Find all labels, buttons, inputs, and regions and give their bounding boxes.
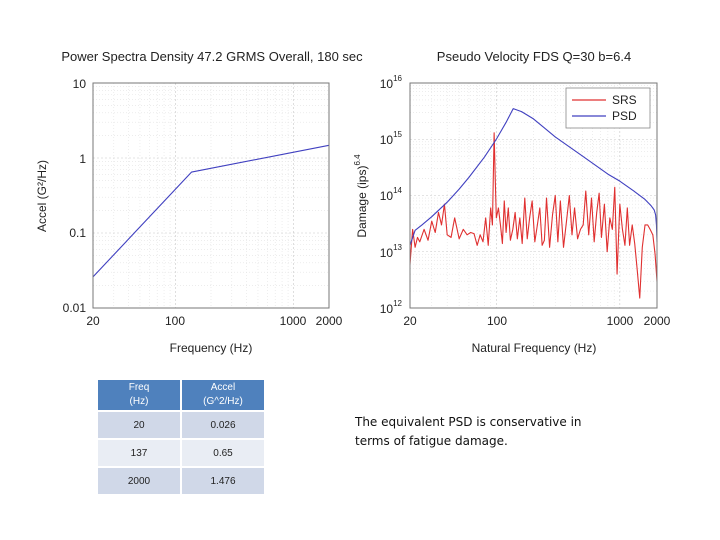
psd-x-tick-20: 20: [86, 314, 100, 328]
table-cell-accel: 0.65: [182, 440, 264, 466]
psd-y-axis-label: Accel (G²/Hz): [35, 160, 49, 232]
fds-srs-line: [409, 132, 658, 299]
psd-series-0-line: [92, 144, 330, 278]
fds-x-tick-20: 20: [403, 314, 417, 328]
fds-psd-line: [409, 108, 658, 246]
fds-y-tick-1e12: 1012: [380, 299, 403, 316]
psd-chart-lines: [92, 144, 330, 278]
table-cell-accel: 1.476: [182, 468, 264, 494]
fds-y-tick-1e16: 1016: [380, 74, 403, 91]
fds-x-tick-2000: 2000: [644, 314, 671, 328]
psd-y-tick-0.1: 0.1: [69, 226, 86, 240]
table-header-accel: Accel (G^2/Hz): [182, 380, 264, 410]
fds-chart-frame: [409, 82, 658, 309]
psd-x-axis-label: Frequency (Hz): [170, 341, 253, 355]
table-header-freq: Freq (Hz): [98, 380, 180, 410]
table-cell-freq: 137: [98, 440, 180, 466]
psd-x-ticks: 20 100 1000 2000: [86, 314, 342, 328]
table-cell-freq: 2000: [98, 468, 180, 494]
table-row: 20 0.026: [98, 412, 264, 438]
legend-srs-label: SRS: [612, 93, 637, 107]
psd-x-tick-2000: 2000: [316, 314, 343, 328]
psd-y-tick-10: 10: [73, 77, 87, 91]
psd-x-tick-100: 100: [165, 314, 185, 328]
fds-chart-title: Pseudo Velocity FDS Q=30 b=6.4: [437, 49, 631, 64]
fds-chart-lines: [409, 108, 658, 299]
fds-x-ticks: 20 100 1000 2000: [403, 314, 670, 328]
table-header-row: Freq (Hz) Accel (G^2/Hz): [98, 380, 264, 410]
psd-y-tick-1: 1: [79, 152, 86, 166]
psd-breakpoint-table: Freq (Hz) Accel (G^2/Hz) 20 0.026 137 0.65…: [96, 378, 266, 496]
psd-chart-frame: [92, 82, 330, 309]
psd-chart-title: Power Spectra Density 47.2 GRMS Overall,…: [61, 49, 363, 64]
fds-y-tick-1e14: 1014: [380, 186, 403, 203]
psd-y-ticks: 0.01 0.1 1 10: [63, 77, 87, 315]
fds-y-ticks: 1012 1013 1014 1015 1016: [380, 74, 403, 316]
fds-y-axis-label: Damage (ips)6.4: [353, 154, 369, 238]
fds-x-axis-label: Natural Frequency (Hz): [472, 341, 597, 355]
table-row: 2000 1.476: [98, 468, 264, 494]
table-row: 137 0.65: [98, 440, 264, 466]
table-cell-freq: 20: [98, 412, 180, 438]
psd-y-tick-0.01: 0.01: [63, 301, 87, 315]
psd-chart-grid: [93, 83, 329, 308]
legend-psd-label: PSD: [612, 109, 637, 123]
psd-x-tick-1000: 1000: [280, 314, 307, 328]
conclusion-note: The equivalent PSD is conservative in te…: [355, 415, 582, 448]
table-cell-accel: 0.026: [182, 412, 264, 438]
fds-x-tick-1000: 1000: [607, 314, 634, 328]
fds-legend: SRS PSD: [565, 87, 651, 129]
fds-y-tick-1e15: 1015: [380, 130, 403, 147]
legend-box: [565, 87, 651, 129]
fds-y-tick-1e13: 1013: [380, 243, 403, 260]
fds-x-tick-100: 100: [487, 314, 507, 328]
charts-canvas: Power Spectra Density 47.2 GRMS Overall,…: [35, 49, 671, 355]
